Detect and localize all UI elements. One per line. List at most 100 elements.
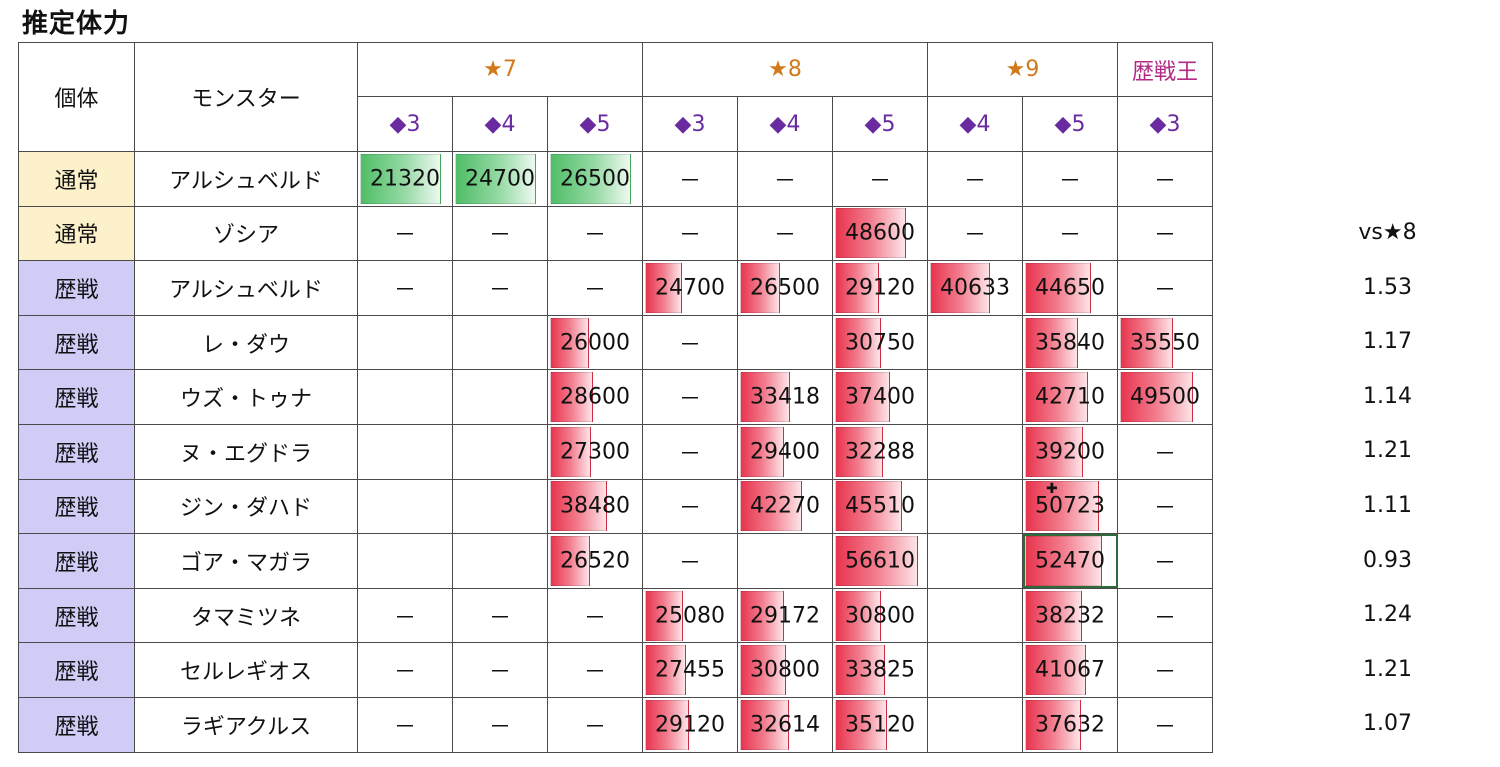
hp-cell[interactable]: 29120 [642,696,738,753]
hp-cell[interactable]: － [642,314,738,371]
hp-cell[interactable]: 30800 [832,587,928,644]
type-cell[interactable]: 歴戦 [18,642,135,698]
header-group[interactable]: ★9 [927,42,1118,97]
hp-cell[interactable]: 35840 [1022,314,1118,371]
header-sub[interactable]: ◆5 [1022,96,1118,152]
hp-cell[interactable]: － [1117,587,1213,644]
header-sub[interactable]: ◆5 [547,96,643,152]
hp-cell[interactable]: － [642,533,738,589]
hp-cell[interactable]: － [452,696,548,753]
hp-cell[interactable]: － [357,642,453,698]
monster-cell[interactable]: アルシュベルド [134,151,358,207]
hp-cell[interactable]: 26500 [547,151,643,207]
hp-cell[interactable]: 50723 [1022,478,1118,535]
header-group[interactable]: 歴戦王 [1117,42,1213,97]
hp-cell[interactable] [357,369,453,425]
monster-cell[interactable]: ゾシア [134,205,358,262]
hp-cell[interactable]: 42710 [1022,369,1118,425]
hp-cell[interactable] [927,533,1023,589]
hp-cell[interactable]: 29400 [737,423,833,480]
hp-cell[interactable]: 26000 [547,314,643,371]
hp-cell[interactable]: 29172 [737,587,833,644]
hp-cell[interactable]: － [642,478,738,535]
hp-cell[interactable]: － [452,205,548,262]
hp-cell[interactable]: － [452,642,548,698]
hp-cell[interactable]: － [357,587,453,644]
hp-cell[interactable]: 35120 [832,696,928,753]
hp-cell[interactable] [927,696,1023,753]
hp-cell[interactable]: 25080 [642,587,738,644]
hp-cell[interactable] [452,369,548,425]
type-cell[interactable]: 歴戦 [18,533,135,589]
hp-cell[interactable]: － [1022,151,1118,207]
hp-cell[interactable]: 33825 [832,642,928,698]
hp-cell[interactable]: － [927,205,1023,262]
header-sub[interactable]: ◆4 [927,96,1023,152]
hp-cell[interactable]: － [357,696,453,753]
hp-cell[interactable] [737,314,833,371]
type-cell[interactable]: 歴戦 [18,369,135,425]
hp-cell[interactable]: 37632 [1022,696,1118,753]
hp-cell[interactable]: － [737,205,833,262]
header-monster[interactable]: モンスター [134,42,358,152]
hp-cell[interactable]: － [1117,260,1213,316]
hp-cell[interactable]: 30800 [737,642,833,698]
monster-cell[interactable]: アルシュベルド [134,260,358,316]
hp-cell[interactable]: 24700 [452,151,548,207]
hp-cell[interactable] [357,533,453,589]
header-type[interactable]: 個体 [18,42,135,152]
monster-cell[interactable]: タマミツネ [134,587,358,644]
hp-cell[interactable]: － [642,151,738,207]
hp-cell[interactable]: 24700 [642,260,738,316]
hp-cell[interactable]: － [642,423,738,480]
hp-cell[interactable]: 38480 [547,478,643,535]
hp-cell[interactable] [357,423,453,480]
monster-cell[interactable]: ヌ・エグドラ [134,423,358,480]
type-cell[interactable]: 通常 [18,205,135,262]
hp-cell[interactable]: － [547,587,643,644]
monster-cell[interactable]: ウズ・トゥナ [134,369,358,425]
header-sub[interactable]: ◆4 [452,96,548,152]
hp-cell[interactable]: 52470 [1022,533,1118,589]
hp-cell[interactable] [452,423,548,480]
hp-cell[interactable] [452,314,548,371]
hp-cell[interactable]: 40633 [927,260,1023,316]
hp-cell[interactable]: － [547,642,643,698]
header-group[interactable]: ★7 [357,42,643,97]
hp-cell[interactable]: 45510 [832,478,928,535]
monster-cell[interactable]: レ・ダウ [134,314,358,371]
type-cell[interactable]: 歴戦 [18,478,135,535]
hp-cell[interactable]: 30750 [832,314,928,371]
hp-cell[interactable]: 44650 [1022,260,1118,316]
hp-cell[interactable] [927,478,1023,535]
hp-cell[interactable]: 39200 [1022,423,1118,480]
hp-cell[interactable]: － [547,260,643,316]
hp-cell[interactable]: － [832,151,928,207]
hp-cell[interactable]: 26500 [737,260,833,316]
hp-cell[interactable]: － [642,205,738,262]
hp-cell[interactable] [357,478,453,535]
hp-cell[interactable]: 33418 [737,369,833,425]
hp-cell[interactable]: 35550 [1117,314,1213,371]
header-sub[interactable]: ◆3 [1117,96,1213,152]
hp-cell[interactable] [927,587,1023,644]
header-sub[interactable]: ◆3 [642,96,738,152]
type-cell[interactable]: 歴戦 [18,260,135,316]
hp-cell[interactable]: － [547,696,643,753]
hp-cell[interactable]: － [1117,696,1213,753]
hp-cell[interactable] [357,314,453,371]
hp-cell[interactable] [452,533,548,589]
hp-cell[interactable] [737,533,833,589]
hp-cell[interactable]: － [452,587,548,644]
monster-cell[interactable]: ラギアクルス [134,696,358,753]
hp-cell[interactable] [927,369,1023,425]
hp-cell[interactable]: 42270 [737,478,833,535]
hp-cell[interactable] [927,423,1023,480]
header-sub[interactable]: ◆5 [832,96,928,152]
hp-cell[interactable]: － [737,151,833,207]
hp-cell[interactable]: 21320 [357,151,453,207]
monster-cell[interactable]: セルレギオス [134,642,358,698]
hp-cell[interactable] [927,642,1023,698]
hp-cell[interactable]: 48600 [832,205,928,262]
hp-cell[interactable]: － [642,369,738,425]
